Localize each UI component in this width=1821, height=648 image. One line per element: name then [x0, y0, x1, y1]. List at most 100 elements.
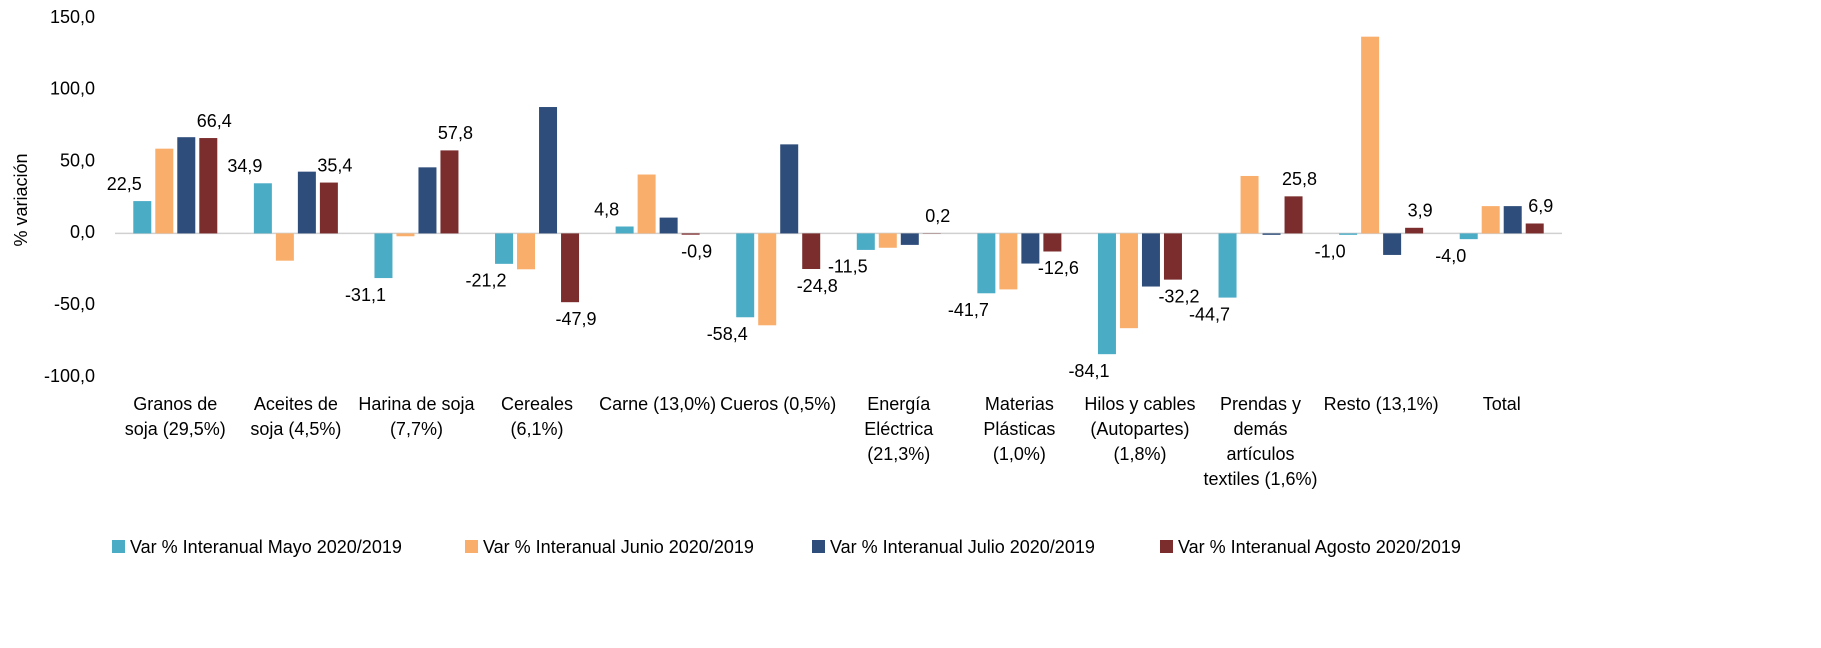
bar	[539, 107, 558, 234]
bar	[495, 233, 514, 264]
bar	[199, 138, 218, 234]
data-label: -1,0	[1315, 242, 1346, 262]
bar	[1361, 36, 1380, 234]
bar	[681, 233, 700, 235]
x-tick-label: Materias Plásticas (1,0%)	[983, 394, 1056, 464]
data-label: -21,2	[466, 271, 507, 291]
data-label: -0,9	[681, 241, 712, 261]
legend-label: Var % Interanual Mayo 2020/2019	[130, 537, 402, 557]
data-label: -47,9	[556, 309, 597, 329]
bar	[1481, 206, 1500, 234]
data-label: 57,8	[438, 123, 473, 143]
data-label: -11,5	[828, 257, 868, 277]
bar	[856, 233, 875, 250]
data-label: -12,6	[1038, 258, 1079, 278]
bar	[374, 233, 393, 279]
bar	[319, 182, 338, 234]
data-label: 35,4	[317, 155, 352, 175]
data-label: -32,2	[1158, 286, 1199, 306]
legend-label: Var % Interanual Agosto 2020/2019	[1178, 537, 1461, 557]
data-label: -31,1	[345, 285, 386, 305]
x-tick-label: Carne (13,0%)	[599, 394, 717, 414]
bar	[736, 233, 755, 318]
bar	[802, 233, 821, 270]
legend-swatch	[812, 540, 825, 553]
data-label: -41,7	[948, 300, 989, 320]
x-tick-label: Granos de soja (29,5%)	[124, 394, 226, 439]
legend-swatch	[112, 540, 125, 553]
bar	[977, 233, 996, 294]
legend-label: Var % Interanual Julio 2020/2019	[830, 537, 1095, 557]
bar	[780, 144, 799, 234]
y-axis-label: % variación	[11, 153, 31, 246]
bar	[1383, 233, 1402, 255]
bar	[133, 201, 152, 234]
data-label: 6,9	[1528, 196, 1553, 216]
bar	[999, 233, 1018, 290]
legend-swatch	[1160, 540, 1173, 553]
bar	[1163, 233, 1182, 280]
x-tick-label: Energía Eléctrica (21,3%)	[864, 394, 934, 464]
bar	[1284, 196, 1303, 234]
y-tick-label: 150,0	[50, 7, 95, 27]
y-tick-label: -50,0	[54, 294, 95, 314]
bar	[517, 233, 536, 270]
data-label: 4,8	[594, 199, 619, 219]
bar	[253, 183, 272, 234]
x-tick-label: Aceites de soja (4,5%)	[250, 394, 342, 439]
y-tick-label: 50,0	[60, 150, 95, 170]
bar	[1405, 227, 1424, 234]
data-label: 25,8	[1282, 169, 1317, 189]
y-tick-label: -100,0	[44, 366, 95, 386]
bar	[1141, 233, 1160, 287]
bar	[758, 233, 777, 326]
bar	[637, 174, 656, 234]
bar	[396, 233, 415, 237]
bar	[1459, 233, 1478, 240]
y-tick-label: 100,0	[50, 79, 95, 99]
bar	[878, 233, 897, 248]
bar	[659, 217, 678, 234]
y-tick-label: 0,0	[70, 222, 95, 242]
x-tick-label: Prendas y demás artículos textiles (1,6%…	[1203, 394, 1318, 489]
x-tick-label: Harina de soja (7,7%)	[358, 394, 475, 439]
x-tick-label: Resto (13,1%)	[1323, 394, 1439, 414]
bar	[418, 167, 437, 234]
bar	[615, 226, 634, 234]
legend-label: Var % Interanual Junio 2020/2019	[483, 537, 754, 557]
bar	[275, 233, 294, 261]
data-label: 0,2	[925, 206, 950, 226]
bar	[1119, 233, 1138, 329]
bar	[900, 233, 919, 245]
bar	[440, 150, 459, 234]
bar	[1043, 233, 1062, 252]
data-label: -24,8	[797, 276, 838, 296]
data-label: -4,0	[1435, 246, 1466, 266]
bar	[1339, 233, 1358, 235]
x-tick-label: Cueros (0,5%)	[720, 394, 837, 414]
bar	[1240, 175, 1259, 234]
data-label: -84,1	[1068, 361, 1109, 381]
bar	[1097, 233, 1116, 355]
data-label: -58,4	[707, 324, 748, 344]
legend-swatch	[465, 540, 478, 553]
bar	[177, 137, 196, 234]
data-label: 3,9	[1408, 201, 1433, 221]
x-tick-label: Hilos y cables (Autopartes) (1,8%)	[1084, 394, 1196, 464]
x-tick-label: Total	[1482, 394, 1521, 414]
bar	[561, 233, 580, 303]
bar	[1218, 233, 1237, 298]
bar	[1262, 233, 1281, 235]
data-label: 66,4	[197, 111, 232, 131]
x-tick-label: Cereales (6,1%)	[501, 394, 574, 439]
bar	[1525, 223, 1544, 234]
bar	[1503, 206, 1522, 234]
data-label: 34,9	[227, 156, 262, 176]
bar	[155, 148, 174, 234]
data-label: 22,5	[107, 174, 142, 194]
bar	[1021, 233, 1040, 264]
bar	[297, 171, 316, 234]
data-label: -44,7	[1189, 304, 1230, 324]
